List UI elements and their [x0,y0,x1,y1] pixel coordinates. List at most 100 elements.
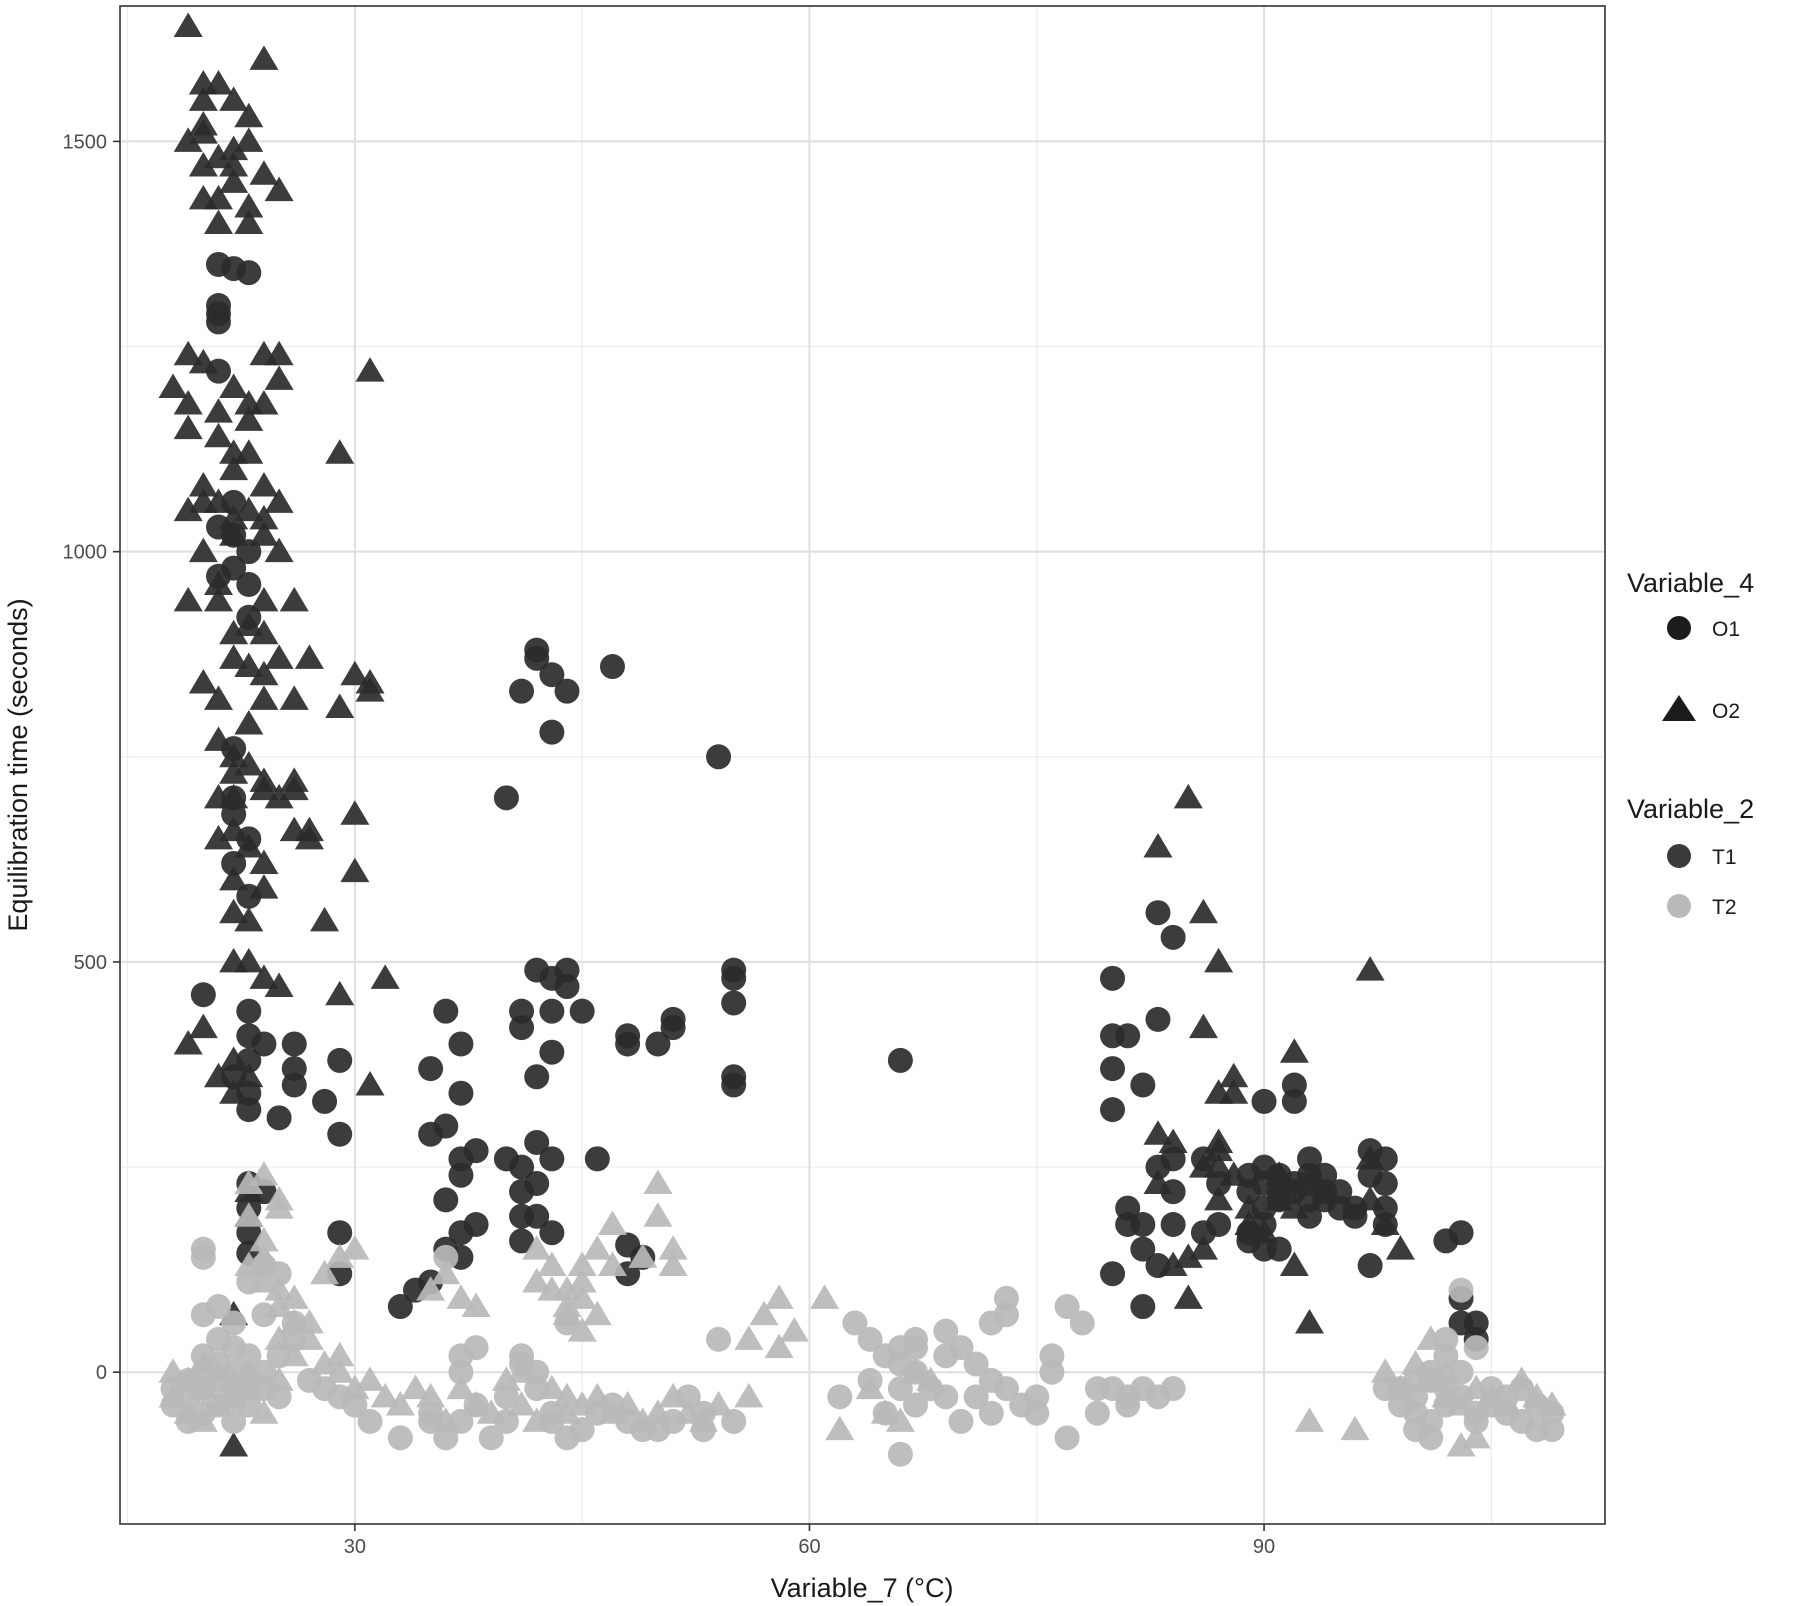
data-point-triangle [219,898,249,924]
data-point-circle [327,1220,353,1246]
data-point-triangle [188,348,218,374]
data-point-triangle [1158,1251,1188,1277]
y-axis: 0 500 1000 1500 [63,131,120,1384]
data-point-circle [1463,1335,1489,1361]
data-point-triangle [188,1013,218,1039]
data-point-triangle [567,1251,597,1277]
data-point-triangle [249,849,279,874]
data-point-triangle [219,504,249,530]
data-point-triangle [310,1259,340,1285]
data-point-triangle [249,586,279,612]
data-point-triangle [203,209,233,234]
data-point-triangle [1219,1079,1249,1104]
x-tick-label: 60 [798,1536,820,1558]
data-point-triangle [219,1046,249,1071]
data-point-triangle [264,176,294,202]
data-point-triangle [219,1382,249,1408]
data-point-triangle [264,1185,294,1211]
data-point-triangle [188,184,218,210]
data-point-triangle [1173,783,1203,809]
data-point-circle [524,1129,550,1155]
data-point-triangle [1143,1120,1173,1145]
data-point-triangle [234,1374,264,1400]
data-point-circle [721,1072,747,1098]
data-point-triangle [325,439,355,464]
data-point-triangle [340,1374,370,1400]
data-point-triangle [203,422,233,448]
data-point-circle [524,645,550,671]
data-point-triangle [1370,1358,1400,1383]
data-point-circle [963,1384,989,1410]
data-point-triangle [188,537,218,563]
data-point-circle [448,1162,474,1188]
data-point-circle [327,1121,353,1147]
data-point-triangle [779,1317,809,1342]
data-point-circle [478,1425,504,1451]
data-point-circle [509,1154,535,1180]
data-point-triangle [234,209,264,234]
data-point-circle [1115,1023,1141,1049]
data-point-circle [266,1105,292,1131]
data-point-circle [281,1072,307,1098]
data-point-circle [524,1203,550,1229]
data-point-triangle [567,1284,597,1309]
data-point-triangle [1188,1013,1218,1039]
data-point-triangle [203,726,233,751]
data-point-triangle [234,1062,264,1088]
legend-key-o1 [1667,616,1691,640]
data-point-triangle [1234,1194,1264,1219]
data-point-triangle [628,1243,658,1268]
data-point-triangle [1204,1136,1234,1162]
data-point-triangle [219,742,249,768]
data-point-triangle [1461,1374,1491,1400]
data-point-triangle [1522,1382,1552,1408]
data-point-triangle [173,586,203,612]
data-point-triangle [582,1300,612,1326]
data-point-triangle [476,1399,506,1424]
data-point-triangle [234,439,264,464]
data-point-circle [539,662,565,688]
plot-panel [119,5,1606,1525]
data-point-circle [509,1343,535,1369]
legend-key-o2 [1662,695,1696,721]
data-point-circle [539,1220,565,1246]
data-point-triangle [219,1079,249,1104]
data-point-triangle [294,644,324,669]
data-point-triangle [249,45,279,70]
data-point-triangle [734,1382,764,1408]
data-point-triangle [279,1284,309,1309]
data-point-triangle [234,906,264,932]
data-point-circle [463,1138,489,1164]
data-point-triangle [431,1407,461,1432]
data-point-triangle [1143,1169,1173,1194]
data-point-triangle [901,1358,931,1383]
data-point-triangle [249,660,279,686]
data-point-circle [539,1146,565,1172]
data-point-triangle [158,1358,188,1383]
data-point-triangle [279,1341,309,1367]
data-point-circle [827,1384,853,1410]
data-point-circle [1448,1277,1474,1303]
data-point-triangle [203,1391,233,1416]
data-point-circle [1160,924,1186,950]
data-point-triangle [173,12,203,38]
data-point-triangle [249,521,279,546]
data-point-triangle [1295,1308,1325,1334]
data-point-triangle [522,1235,552,1260]
data-point-circle [645,1031,671,1057]
data-point-triangle [522,1407,552,1432]
data-point-triangle [916,1366,946,1391]
data-point-triangle [552,1399,582,1424]
data-point-triangle [203,1358,233,1383]
data-point-triangle [249,874,279,899]
data-point-triangle [249,964,279,989]
data-point-triangle [249,619,279,645]
data-point-triangle [597,1210,627,1236]
data-point-circle [205,1294,231,1320]
data-point-triangle [264,644,294,669]
data-point-triangle [507,1358,537,1383]
data-point-circle [448,1031,474,1057]
data-point-triangle [234,102,264,128]
data-point-circle [978,1400,1004,1426]
data-point-triangle [173,496,203,522]
